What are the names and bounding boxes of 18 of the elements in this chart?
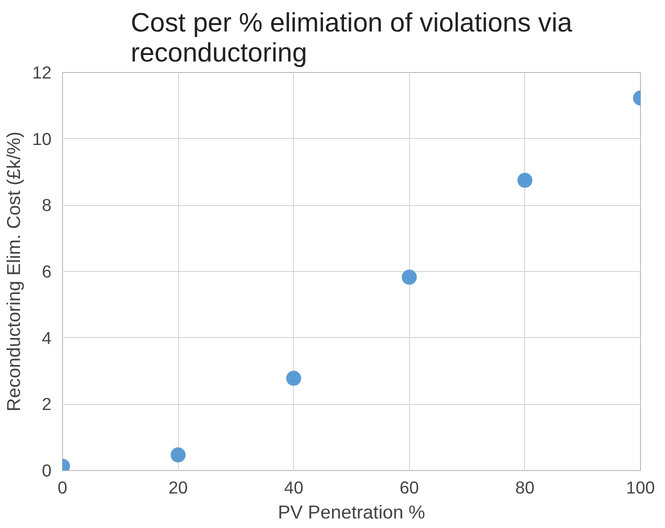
point — [286, 370, 302, 386]
y-tick-label: 0 — [42, 460, 52, 480]
x-tick-label: 100 — [626, 478, 655, 498]
x-tick-label: 20 — [168, 478, 188, 498]
y-tick-label: 2 — [42, 394, 52, 414]
x-tick-label: 60 — [400, 478, 419, 498]
y-tick-label: 4 — [42, 328, 52, 348]
chart-title: Cost per % elimiation of violations via reconductoring — [130, 8, 572, 68]
y-tick-label: 10 — [32, 128, 52, 149]
y-tick-label: 6 — [42, 262, 52, 282]
x-tick-label: 0 — [58, 478, 68, 498]
x-tick-label: 80 — [515, 478, 535, 498]
point — [402, 270, 417, 285]
y-tick-label: 8 — [42, 195, 52, 216]
x-axis-title: PV Penetration % — [278, 502, 426, 522]
y-tick-label: 12 — [32, 62, 52, 82]
x-tick-label: 40 — [284, 478, 304, 498]
y-axis-title: Reconductoring Elim. Cost (£k/%) — [3, 132, 24, 412]
